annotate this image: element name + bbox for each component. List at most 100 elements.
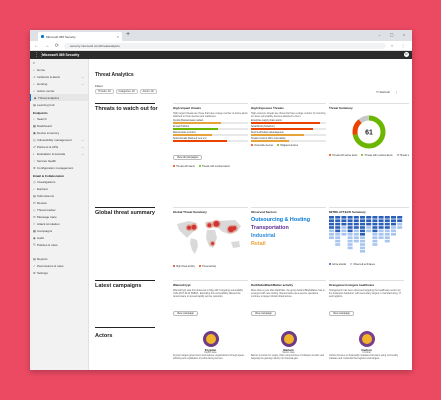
sidebar-item-configuration-management[interactable]: ⚙Configuration management	[30, 164, 88, 171]
sector-label[interactable]: Outsourcing & Hosting	[251, 217, 310, 223]
mitre-technique-cell[interactable]	[341, 222, 347, 226]
sidebar-item-learning-hub[interactable]: ▤Learning hub	[30, 101, 88, 108]
campaign-title[interactable]: Orangeworm targets healthcare	[329, 283, 375, 287]
threat-row-label[interactable]: SolarWinds (Nobelium)	[251, 126, 275, 128]
mitre-technique-cell[interactable]	[372, 226, 378, 229]
more-options-icon[interactable]: ⋮	[395, 90, 398, 94]
mitre-technique-cell[interactable]	[378, 233, 384, 236]
mitre-technique-cell[interactable]	[341, 216, 347, 219]
mitre-technique-cell[interactable]	[391, 216, 396, 219]
mitre-technique-cell[interactable]	[347, 243, 353, 246]
threat-hotspot[interactable]	[211, 242, 215, 245]
mitre-technique-cell[interactable]	[384, 236, 390, 239]
campaign-title[interactable]: DarkSide/BlackMatter activity	[251, 283, 294, 287]
mitre-technique-cell[interactable]	[335, 222, 341, 226]
mitre-technique-cell[interactable]	[353, 222, 359, 226]
actor-name[interactable]: Krypton	[204, 348, 217, 352]
mitre-technique-cell[interactable]	[353, 226, 359, 229]
mitre-technique-cell[interactable]	[335, 219, 341, 222]
mitre-technique-cell[interactable]	[347, 239, 353, 243]
mitre-technique-cell[interactable]	[329, 229, 334, 233]
mitre-technique-cell[interactable]	[341, 219, 347, 222]
browser-tab[interactable]: Microsoft 365 Security ×	[38, 32, 122, 41]
filter-chip[interactable]: Actors: All	[139, 89, 157, 94]
navigation-buttons[interactable]: ← → ⟳ ⌂	[34, 43, 70, 49]
mitre-technique-cell[interactable]	[397, 216, 403, 219]
sidebar-item-dashboard[interactable]: ▦Dashboard	[30, 122, 88, 129]
mitre-technique-cell[interactable]	[378, 219, 384, 222]
mitre-technique-cell[interactable]	[397, 219, 403, 222]
mitre-technique-cell[interactable]	[329, 226, 334, 229]
threat-row-label[interactable]: Sysrds (Ransomware) variant	[173, 120, 204, 122]
mitre-technique-cell[interactable]	[384, 219, 390, 222]
mitre-technique-cell[interactable]	[372, 229, 378, 233]
sidebar-item-explorer[interactable]: ⌕ Explorer	[30, 185, 88, 192]
mitre-technique-cell[interactable]	[360, 222, 365, 226]
mitre-technique-cell[interactable]	[360, 239, 365, 243]
mitre-technique-cell[interactable]	[335, 229, 341, 233]
sidebar-item-vulnerability-management[interactable]: ◎Vulnerability management ⌄	[30, 136, 88, 143]
mitre-technique-cell[interactable]	[347, 229, 353, 233]
mitre-technique-cell[interactable]	[360, 216, 365, 219]
mitre-technique-cell[interactable]	[391, 222, 396, 226]
mitre-technique-cell[interactable]	[378, 229, 384, 233]
sidebar-item-search[interactable]: ⌕ Search	[30, 115, 88, 122]
view-campaign-button[interactable]: View campaign	[251, 311, 276, 316]
sidebar-item-device-inventory[interactable]: ▣Device inventory	[30, 129, 88, 136]
mitre-technique-cell[interactable]	[366, 229, 372, 233]
threat-hotspot[interactable]	[191, 224, 197, 230]
window-controls[interactable]: – ▢ ×	[378, 32, 409, 37]
world-map[interactable]	[173, 216, 245, 258]
mitre-technique-cell[interactable]	[384, 222, 390, 226]
sidebar-item-incidents-alerts[interactable]: ⚠Incidents & alerts ⌄	[30, 73, 88, 80]
actor-name[interactable]: Barium	[283, 348, 294, 352]
mitre-technique-cell[interactable]	[347, 236, 353, 239]
sidebar-item-campaigns[interactable]: ▦Campaigns	[30, 227, 88, 234]
mitre-technique-cell[interactable]	[335, 239, 341, 243]
mitre-technique-cell[interactable]	[353, 219, 359, 222]
mitre-technique-cell[interactable]	[384, 216, 390, 219]
mitre-technique-cell[interactable]	[366, 222, 372, 226]
sidebar-collapse-button[interactable]: ≡	[30, 59, 88, 66]
mitre-technique-cell[interactable]	[353, 216, 359, 219]
mitre-technique-cell[interactable]	[360, 236, 365, 239]
mitre-technique-cell[interactable]	[347, 216, 353, 219]
mitre-technique-cell[interactable]	[397, 222, 403, 226]
threat-hotspot[interactable]	[232, 226, 237, 231]
threat-hotspot[interactable]	[187, 225, 191, 230]
mitre-technique-cell[interactable]	[378, 226, 384, 229]
mitre-technique-cell[interactable]	[360, 243, 365, 246]
mitre-technique-cell[interactable]	[372, 236, 378, 239]
sidebar-item-message-trace[interactable]: ✉Message trace	[30, 213, 88, 220]
mitre-technique-cell[interactable]	[335, 243, 341, 246]
sector-label[interactable]: Retail	[251, 241, 266, 247]
mitre-technique-cell[interactable]	[378, 236, 384, 239]
mitre-technique-cell[interactable]	[378, 216, 384, 219]
mitre-technique-cell[interactable]	[366, 226, 372, 229]
mitre-technique-cell[interactable]	[397, 226, 403, 229]
mitre-technique-cell[interactable]	[384, 226, 390, 229]
mitre-technique-cell[interactable]	[329, 216, 334, 219]
sidebar-item-settings[interactable]: ⚙Settings	[30, 269, 88, 276]
mitre-technique-cell[interactable]	[335, 226, 341, 229]
mitre-technique-cell[interactable]	[391, 233, 396, 236]
filter-chip[interactable]: Threats: All	[95, 89, 114, 94]
sidebar-item-action-center[interactable]: ✓Action center	[30, 87, 88, 94]
mitre-technique-cell[interactable]	[347, 222, 353, 226]
mitre-technique-cell[interactable]	[353, 236, 359, 239]
sidebar-item-hunting[interactable]: ⌕ Hunting ⌄	[30, 80, 88, 87]
mitre-technique-cell[interactable]	[372, 243, 378, 246]
filter-chip[interactable]: Categories: All	[115, 89, 138, 94]
sidebar-item-submissions[interactable]: ▤Submissions	[30, 192, 88, 199]
sector-label[interactable]: Transportation	[251, 225, 289, 231]
sidebar-item-partners-apis[interactable]: ☍Partners & APIs ⌄	[30, 143, 88, 150]
threat-row-label[interactable]: Dev0 & Windows advantageous	[251, 132, 284, 134]
sidebar-item-permissions-roles[interactable]: ✓Permissions & roles	[30, 262, 88, 269]
campaign-title[interactable]: WannaCrypt	[173, 283, 191, 287]
threat-row-label[interactable]: Ransomware & Actors	[173, 132, 196, 134]
mitre-technique-cell[interactable]	[360, 233, 365, 236]
mitre-technique-cell[interactable]	[372, 219, 378, 222]
mitre-technique-cell[interactable]	[347, 246, 353, 250]
mitre-technique-cell[interactable]	[329, 219, 334, 222]
avatar[interactable]: R	[404, 52, 409, 57]
